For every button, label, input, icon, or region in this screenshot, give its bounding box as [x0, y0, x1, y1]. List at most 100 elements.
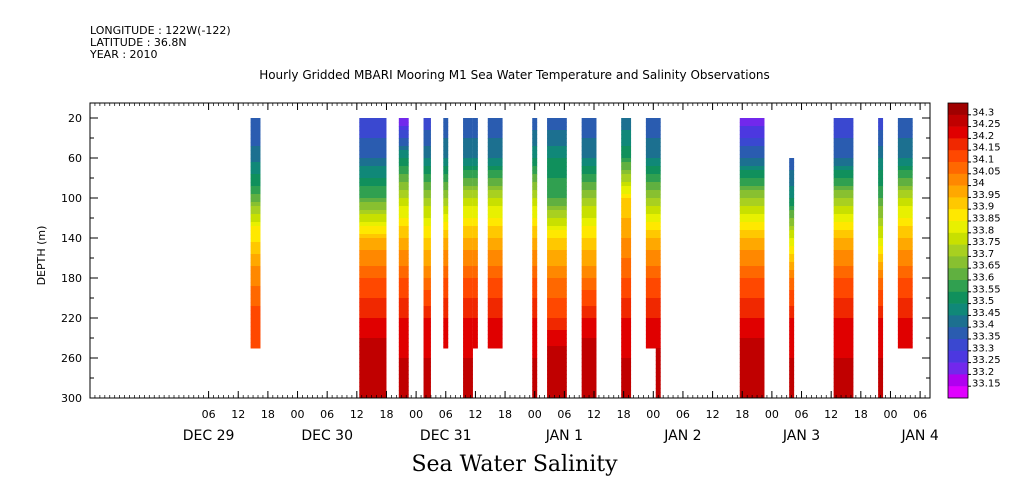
salinity-cell [789, 222, 795, 227]
x-day-label: JAN 3 [782, 428, 820, 444]
salinity-cell [250, 118, 261, 123]
salinity-cell [463, 190, 473, 195]
salinity-cell [878, 278, 884, 283]
salinity-cell [487, 294, 503, 299]
salinity-cell [487, 254, 503, 259]
salinity-cell [532, 302, 538, 307]
salinity-cell [472, 266, 478, 271]
salinity-cell [621, 254, 632, 259]
salinity-cell [532, 198, 538, 203]
salinity-cell [621, 374, 632, 379]
salinity-cell [443, 146, 449, 151]
salinity-cell [423, 202, 431, 207]
salinity-cell [487, 322, 503, 327]
salinity-cell [487, 118, 503, 123]
salinity-cell [487, 170, 503, 175]
salinity-cell [789, 362, 795, 367]
salinity-cell [833, 146, 854, 151]
salinity-cell [878, 306, 884, 311]
salinity-cell [532, 158, 538, 163]
salinity-cell [739, 170, 765, 175]
salinity-cell [398, 330, 409, 335]
salinity-cell [833, 362, 854, 367]
salinity-cell [443, 250, 449, 255]
salinity-cell [833, 122, 854, 127]
legend-label: 34.2 [972, 131, 994, 142]
salinity-cell [789, 350, 795, 355]
salinity-cell [789, 218, 795, 223]
salinity-cell [833, 314, 854, 319]
salinity-cell [897, 318, 913, 323]
salinity-cell [739, 126, 765, 131]
salinity-cell [897, 298, 913, 303]
salinity-cell [547, 122, 567, 127]
salinity-cell [398, 206, 409, 211]
salinity-cell [547, 162, 567, 167]
salinity-cell [359, 318, 387, 323]
salinity-cell [443, 186, 449, 191]
salinity-cell [250, 294, 261, 299]
salinity-cell [463, 158, 473, 163]
salinity-cell [463, 210, 473, 215]
salinity-cell [463, 238, 473, 243]
salinity-cell [443, 346, 449, 349]
salinity-cell [621, 274, 632, 279]
salinity-cell [878, 286, 884, 291]
salinity-cell [359, 134, 387, 139]
salinity-cell [359, 254, 387, 259]
data-column [739, 118, 765, 399]
salinity-cell [423, 262, 431, 267]
salinity-cell [645, 290, 661, 295]
salinity-cell [443, 162, 449, 167]
salinity-cell [833, 258, 854, 263]
salinity-cell [443, 158, 449, 163]
salinity-cell [878, 222, 884, 227]
salinity-cell [645, 258, 661, 263]
salinity-cell [443, 342, 449, 347]
salinity-cell [463, 274, 473, 279]
salinity-cell [487, 318, 503, 323]
salinity-cell [443, 334, 449, 339]
salinity-cell [398, 298, 409, 303]
salinity-cell [897, 290, 913, 295]
salinity-cell [547, 390, 567, 395]
data-column [398, 118, 409, 399]
salinity-cell [398, 362, 409, 367]
salinity-cell [443, 234, 449, 239]
salinity-cell [472, 118, 478, 123]
salinity-cell [472, 274, 478, 279]
salinity-cell [472, 142, 478, 147]
salinity-cell [878, 322, 884, 327]
x-tick-label: 06 [795, 408, 809, 421]
salinity-cell [443, 122, 449, 127]
salinity-cell [833, 318, 854, 323]
salinity-cell [547, 334, 567, 339]
salinity-cell [359, 198, 387, 203]
salinity-cell [878, 382, 884, 387]
salinity-cell [878, 118, 884, 123]
salinity-cell [398, 322, 409, 327]
salinity-cell [789, 178, 795, 183]
x-day-label: JAN 2 [663, 428, 701, 444]
salinity-cell [532, 322, 538, 327]
salinity-cell [789, 334, 795, 339]
salinity-cell [547, 150, 567, 155]
salinity-cell [581, 254, 597, 259]
salinity-cell [547, 194, 567, 199]
salinity-cell [739, 310, 765, 315]
salinity-cell [398, 214, 409, 219]
salinity-cell [487, 218, 503, 223]
salinity-cell [878, 270, 884, 275]
salinity-cell [547, 278, 567, 283]
salinity-cell [547, 294, 567, 299]
salinity-cell [487, 306, 503, 311]
salinity-cell [398, 162, 409, 167]
salinity-cell [878, 258, 884, 263]
salinity-cell [789, 206, 795, 211]
salinity-cell [398, 230, 409, 235]
salinity-cell [739, 206, 765, 211]
salinity-cell [739, 174, 765, 179]
salinity-cell [581, 378, 597, 383]
salinity-cell [897, 214, 913, 219]
salinity-cell [621, 210, 632, 215]
